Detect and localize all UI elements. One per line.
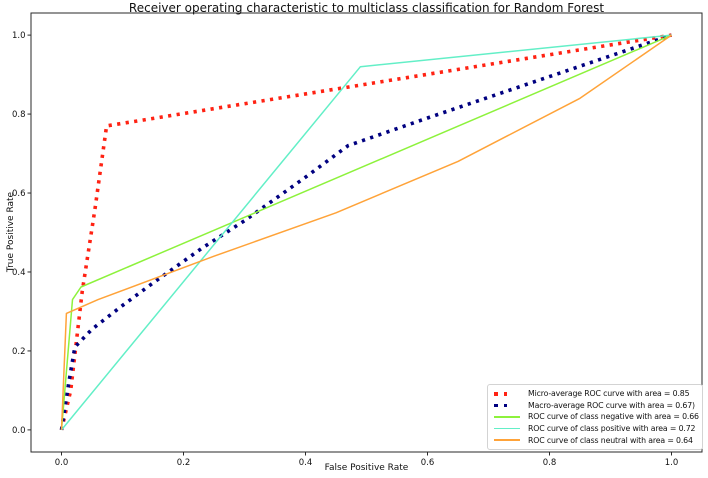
legend-swatch-class-positive	[494, 427, 522, 430]
roc-series-path-0	[59, 33, 672, 431]
roc-series-path-4	[60, 34, 672, 430]
y-tick-label: 0.2	[12, 347, 26, 357]
plot-border	[30, 12, 703, 453]
roc-series-path-1	[59, 33, 673, 431]
legend-label: ROC curve of class neutral with area = 0…	[528, 435, 693, 445]
legend-sample-dot	[494, 403, 498, 408]
y-axis-label: True Positive Rate	[6, 191, 16, 273]
y-tick-label: 0.0	[12, 426, 26, 436]
y-tick-label: 1.0	[12, 31, 26, 41]
roc-series-path-3	[60, 34, 672, 431]
legend-label: ROC curve of class positive with area = …	[528, 424, 696, 434]
legend-sample-dot	[503, 392, 507, 396]
legend-item-macro-average: Macro-average ROC curve with area = 0.67…	[494, 400, 697, 412]
legend-label: Micro-average ROC curve with area = 0.85	[528, 389, 690, 399]
x-tick-label: 0.0	[55, 458, 69, 468]
legend-label: Macro-average ROC curve with area = 0.67…	[528, 400, 695, 410]
legend-sample-line	[494, 439, 520, 441]
legend-swatch-micro-average	[494, 392, 522, 396]
legend-label: ROC curve of class negative with area = …	[528, 412, 699, 422]
legend-sample-line	[494, 427, 520, 430]
y-tick-label: 0.8	[12, 110, 26, 120]
x-tick-label: 0.4	[299, 458, 313, 468]
chart-title: Receiver operating characteristic to mul…	[128, 1, 605, 15]
legend-sample-dot	[494, 392, 498, 396]
legend-item-micro-average: Micro-average ROC curve with area = 0.85	[494, 388, 697, 400]
roc-series-path-2	[60, 34, 672, 430]
y-tick-label: 0.6	[12, 189, 26, 199]
legend: Micro-average ROC curve with area = 0.85…	[487, 384, 703, 450]
legend-sample-dot	[503, 403, 507, 408]
x-tick-label: 0.8	[543, 458, 557, 468]
legend-sample-line	[494, 416, 520, 418]
legend-item-class-negative: ROC curve of class negative with area = …	[494, 411, 699, 423]
legend-item-class-neutral: ROC curve of class neutral with area = 0…	[494, 434, 697, 446]
legend-item-class-positive: ROC curve of class positive with area = …	[494, 423, 697, 435]
x-tick-label: 1.0	[665, 458, 679, 468]
y-tick-label: 0.4	[12, 268, 26, 278]
legend-swatch-class-neutral	[494, 439, 522, 441]
legend-swatch-class-negative	[494, 416, 522, 418]
legend-swatch-macro-average	[494, 403, 522, 408]
x-tick-label: 0.6	[421, 458, 435, 468]
x-tick-label: 0.2	[177, 458, 191, 468]
x-axis-label: False Positive Rate	[324, 463, 409, 473]
